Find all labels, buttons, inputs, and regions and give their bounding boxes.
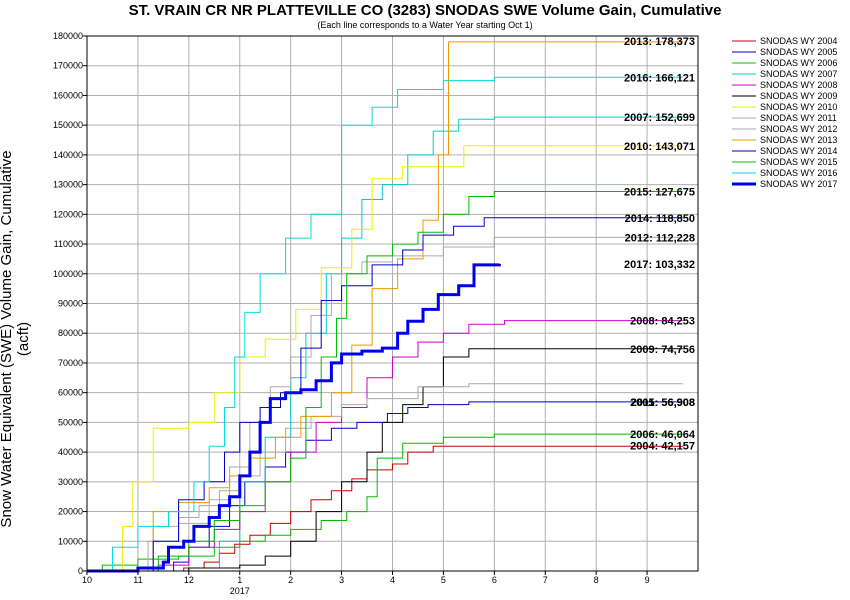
grid-layer — [86, 35, 698, 572]
legend-entry: SNODAS WY 2013 — [760, 135, 837, 145]
series-line — [87, 348, 683, 572]
series-end-label: 2016: 166,121 — [624, 72, 695, 84]
chart-title: ST. VRAIN CR NR PLATTEVILLE CO (3283) SN… — [128, 2, 722, 19]
series-end-label: 2013: 178,373 — [624, 36, 695, 48]
y-tick-label: 30000 — [58, 477, 83, 487]
y-tick-label: 150000 — [53, 120, 83, 130]
series-end-label: 2006: 46,064 — [630, 429, 696, 441]
series-line — [87, 263, 501, 573]
series-line — [87, 445, 684, 572]
x-tick-label: 4 — [390, 575, 395, 585]
y-tick-label: 110000 — [54, 239, 83, 249]
y-tick-label: 180000 — [53, 31, 83, 41]
y-tick-label: 100000 — [53, 269, 83, 279]
series-end-label: 2007: 152,699 — [624, 112, 695, 124]
x-tick-label: 6 — [492, 575, 497, 585]
series-line — [87, 383, 683, 572]
x-tick-label: 8 — [594, 575, 599, 585]
y-tick-label: 10000 — [58, 536, 83, 546]
series-line — [87, 76, 683, 572]
legend-entry: SNODAS WY 2015 — [760, 157, 837, 167]
y-tick-label: 120000 — [53, 209, 83, 219]
legend-entry: SNODAS WY 2012 — [760, 124, 837, 134]
y-tick-label: 40000 — [58, 447, 83, 457]
series-line — [87, 145, 683, 572]
end-label-layer: 2004: 42,157 2005: 56,908 2006: 46,064 2007… — [624, 36, 696, 453]
x-tick-label: 5 — [441, 575, 446, 585]
series-end-label: 2004: 42,157 — [630, 441, 695, 453]
x-tick-label: 11 — [133, 575, 142, 585]
axis-layer: 0 10000 20000 30000 40000 50000 60000 70000 8000… — [53, 31, 650, 596]
legend-entry: SNODAS WY 2004 — [760, 36, 837, 46]
series-end-label: 2014: 118,850 — [625, 213, 695, 225]
y-tick-label: 20000 — [58, 507, 83, 517]
series-end-label: 2005: 56,908 — [630, 397, 695, 409]
y-tick-label: 70000 — [58, 358, 83, 368]
series-line — [87, 320, 683, 572]
y-tick-label: 0 — [78, 566, 83, 576]
series-end-label: 2012: 112,228 — [625, 232, 695, 244]
series-line — [87, 116, 683, 572]
legend-entry: SNODAS WY 2014 — [760, 146, 837, 156]
chart-subtitle: (Each line corresponds to a Water Year s… — [317, 20, 533, 30]
series-end-label: 2017: 103,332 — [624, 259, 695, 271]
series-end-label: 2008: 84,253 — [630, 316, 695, 328]
legend-entry: SNODAS WY 2008 — [760, 80, 837, 90]
series-line — [87, 40, 684, 572]
series-end-label: 2009: 74,756 — [630, 344, 695, 356]
legend-entry: SNODAS WY 2017 — [760, 179, 837, 189]
y-tick-label: 130000 — [53, 180, 83, 190]
legend-entry: SNODAS WY 2009 — [760, 91, 837, 101]
series-line — [87, 191, 683, 572]
x-tick-label: 3 — [339, 575, 344, 585]
y-tick-label: 90000 — [58, 299, 83, 309]
legend-entry: SNODAS WY 2006 — [760, 58, 837, 68]
y-tick-label: 50000 — [58, 417, 83, 427]
y-tick-label: 160000 — [53, 90, 83, 100]
series-line — [87, 236, 683, 572]
legend-entry: SNODAS WY 2007 — [760, 69, 837, 79]
series-end-label: 2015: 127,675 — [624, 187, 695, 199]
series-end-label: 2010: 143,071 — [624, 141, 695, 153]
y-tick-label: 170000 — [53, 61, 83, 71]
y-tick-label: 80000 — [58, 328, 83, 338]
x-tick-label: 2 — [288, 575, 293, 585]
series-line — [87, 217, 683, 572]
x-tick-label: 1 — [237, 575, 242, 585]
legend-entry: SNODAS WY 2011 — [760, 113, 837, 123]
x-tick-label: 10 — [82, 575, 92, 585]
x-tick-label: 9 — [645, 575, 650, 585]
y-tick-label: 60000 — [58, 388, 83, 398]
series-layer — [87, 40, 684, 573]
x-year-label: 2017 — [230, 586, 250, 596]
legend-entry: SNODAS WY 2005 — [760, 47, 837, 57]
legend-entry: SNODAS WY 2016 — [760, 168, 837, 178]
x-tick-label: 7 — [543, 575, 548, 585]
series-line — [87, 401, 683, 572]
legend-entry: SNODAS WY 2010 — [760, 102, 837, 112]
series-end-label: 2011: 56,908 — [631, 397, 695, 409]
y-tick-label: 140000 — [53, 150, 83, 160]
series-line — [87, 433, 683, 572]
x-tick-label: 12 — [184, 575, 194, 585]
